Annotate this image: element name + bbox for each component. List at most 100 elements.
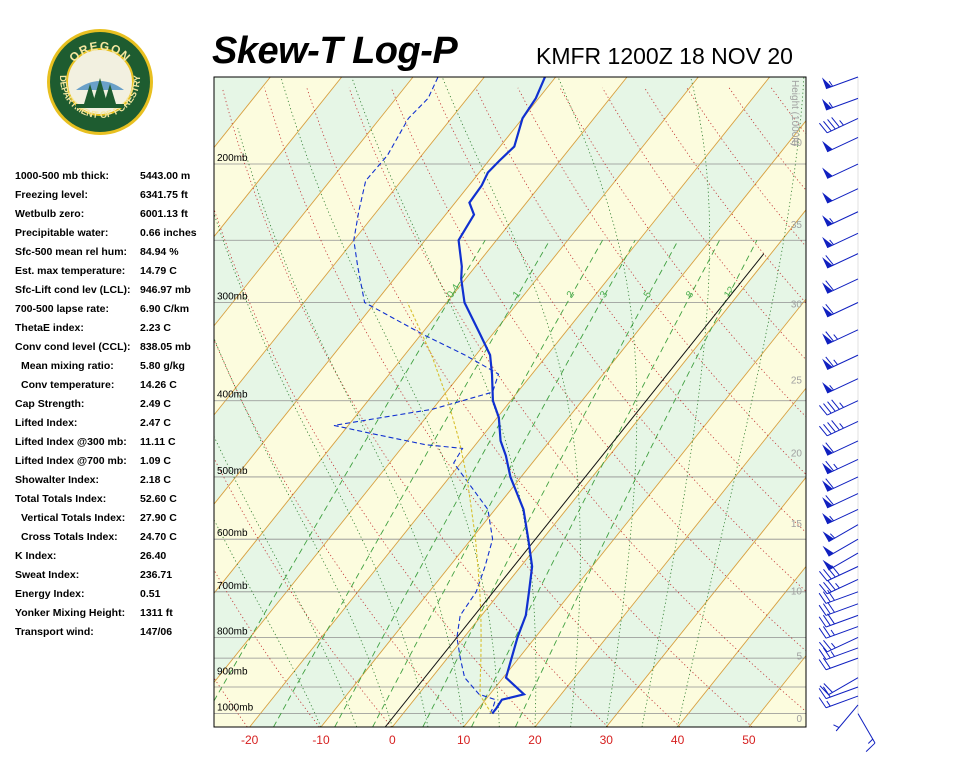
wind-barb-full	[825, 460, 834, 472]
mixing-ratio-line	[273, 239, 551, 727]
isobar-label: 800mb	[217, 626, 248, 637]
temperature-tick-label: 20	[528, 733, 542, 747]
wind-barb-staff	[826, 329, 859, 345]
wind-barb-full	[831, 420, 840, 431]
wind-barb-staff	[826, 566, 859, 582]
wind-barb	[822, 278, 859, 294]
wind-barb	[822, 302, 859, 318]
index-label: Showalter Index:	[15, 474, 100, 486]
height-tick-label: 15	[791, 519, 803, 530]
wind-barb-flag	[822, 167, 833, 179]
index-value: 0.51	[140, 588, 161, 600]
wind-barb-half	[828, 80, 834, 87]
wind-barb	[822, 524, 859, 543]
index-label: Energy Index:	[15, 588, 85, 600]
dry-adiabat	[221, 87, 609, 727]
isobar-label: 700mb	[217, 581, 248, 592]
wind-barb	[818, 695, 859, 709]
wind-barb	[821, 97, 859, 111]
temperature-tick-label: -20	[241, 733, 259, 747]
wind-barb-half	[829, 218, 834, 224]
wind-barb-staff	[857, 713, 876, 744]
wind-barb-staff	[825, 626, 859, 639]
wind-barb-full	[819, 122, 828, 134]
wind-barb-full	[818, 659, 827, 671]
isotherm-line	[0, 77, 199, 727]
wind-barb-staff	[825, 695, 859, 709]
isotherm-line	[0, 77, 128, 727]
wind-barb-flag	[822, 192, 833, 204]
wind-barb-full	[818, 688, 827, 699]
wind-barb-full	[819, 583, 828, 595]
index-label: Mean mixing ratio:	[21, 360, 114, 372]
index-label: Wetbulb zero:	[15, 208, 85, 220]
wind-barb	[822, 493, 859, 509]
wind-barb	[818, 647, 859, 661]
mixing-ratio-line	[471, 239, 720, 727]
wind-barb-staff	[826, 278, 859, 294]
wind-barb-full	[827, 601, 835, 613]
plot-border	[213, 76, 807, 728]
height-tick-label: 0	[796, 714, 802, 725]
wind-barb-flag	[822, 305, 833, 317]
wind-barb-full	[818, 697, 827, 709]
wind-barb-staff	[826, 253, 859, 269]
index-label: Conv cond level (CCL):	[15, 341, 131, 353]
plot-area: 0.4 1 2 3 5 8 121000mb900mb800mb700mb600mb500m…	[0, 56, 806, 727]
wind-barb-full	[823, 403, 832, 414]
isotherm-line	[320, 120, 806, 727]
wind-barb-full	[827, 119, 836, 130]
moist-adiabat	[214, 212, 429, 727]
wind-barb-half	[833, 724, 840, 729]
wind-barb-full	[818, 616, 827, 628]
wind-barb	[822, 476, 859, 492]
temperature-tick-label: 50	[742, 733, 756, 747]
wind-barb-full	[825, 255, 834, 266]
wind-barb	[822, 163, 859, 179]
index-value: 14.26 C	[140, 379, 177, 391]
parcel-profile	[406, 302, 492, 714]
isotherm-line	[249, 77, 771, 727]
index-value: 0.66 inches	[140, 227, 197, 239]
wind-barb-staff	[826, 493, 859, 509]
moist-adiabat	[557, 77, 638, 727]
wind-barb-full	[822, 657, 831, 669]
wind-barb-full	[822, 591, 831, 603]
index-label: Yonker Mixing Height:	[15, 607, 126, 619]
isotherm-line	[534, 387, 806, 727]
wind-barb-full	[825, 478, 834, 489]
wind-barb-full	[823, 569, 832, 580]
height-tick-label: 45	[791, 56, 803, 67]
moist-adiabat	[214, 435, 358, 727]
wind-barb-staff	[825, 591, 859, 604]
wind-barb	[819, 117, 859, 134]
isobar-label: 400mb	[217, 390, 248, 401]
index-value: 2.18 C	[140, 474, 171, 486]
wind-barb-flag	[822, 497, 833, 508]
moist-adiabat	[441, 77, 581, 727]
wind-barb-half	[830, 651, 835, 657]
wind-barb	[833, 704, 859, 732]
wind-barb-full	[831, 117, 840, 128]
wind-barb-staff	[826, 458, 859, 475]
index-value: 2.23 C	[140, 322, 171, 334]
wind-barb-staff	[825, 657, 859, 671]
wind-barb	[822, 211, 859, 227]
index-label: Transport wind:	[15, 626, 94, 638]
wind-barb	[819, 420, 859, 437]
index-value: 6001.13 ft	[140, 208, 188, 220]
wind-barb-half	[829, 533, 835, 539]
index-label: Freezing level:	[15, 189, 88, 201]
wind-barb-full	[865, 742, 876, 753]
isotherm-line	[214, 77, 343, 238]
wind-barb-flag	[822, 462, 833, 474]
wind-barb-flag	[822, 333, 833, 345]
mixing-ratio-line	[514, 239, 758, 727]
index-label: Cap Strength:	[15, 398, 85, 410]
wind-barb-flag	[822, 358, 833, 370]
wind-barb	[818, 613, 859, 628]
wind-barb-flag	[822, 382, 833, 394]
wind-barb-half	[829, 384, 834, 391]
wind-barb-full	[819, 641, 828, 653]
